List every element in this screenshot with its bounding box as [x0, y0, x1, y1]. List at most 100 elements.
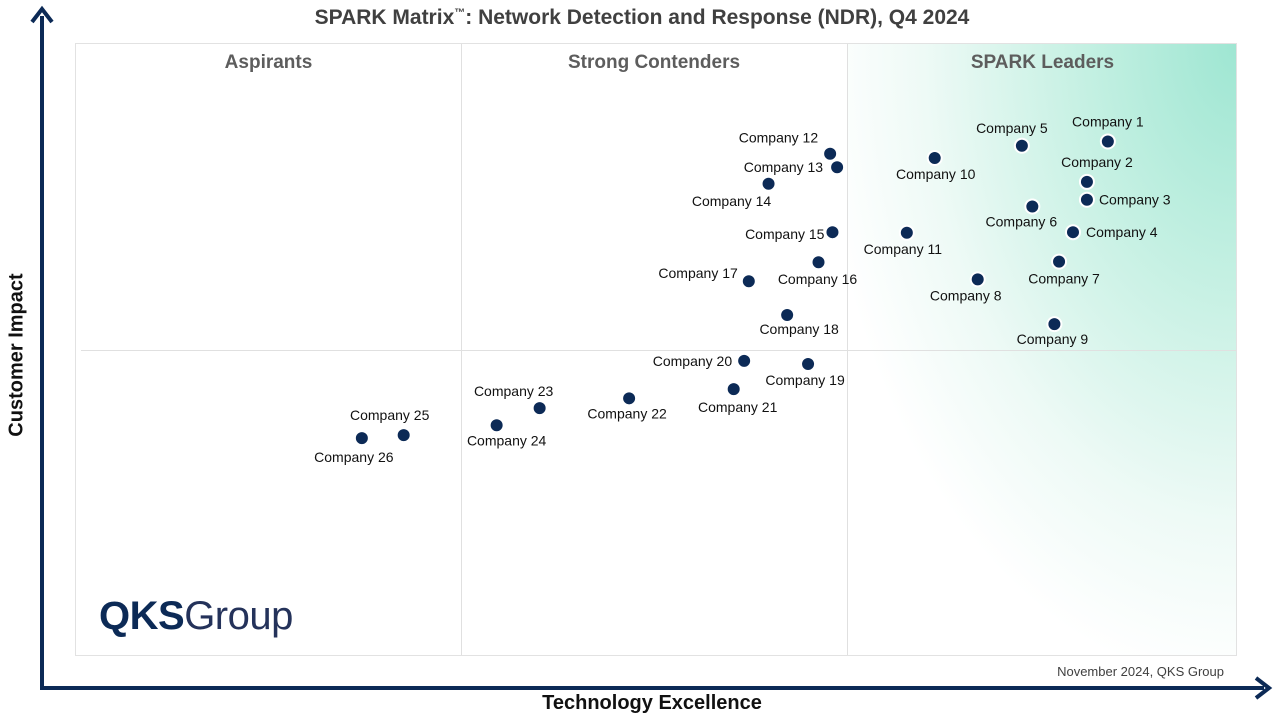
data-point-14: Company 14: [692, 175, 777, 209]
scatter-points: Company 1 Company 2 Company 3 Company 4 Comp…: [314, 113, 1171, 465]
x-axis-arrowhead: [1254, 676, 1273, 700]
gridline-horizontal: [81, 350, 1236, 351]
data-point-label: Company 26: [314, 449, 394, 465]
data-point-marker: [531, 400, 548, 417]
data-point-marker: [1024, 198, 1041, 215]
data-point-23: Company 23: [474, 383, 554, 417]
data-point-label: Company 13: [744, 159, 824, 175]
data-point-label: Company 10: [896, 166, 976, 182]
data-point-15: Company 15: [745, 224, 841, 242]
data-point-marker: [736, 352, 753, 369]
data-point-marker: [760, 175, 777, 192]
data-point-marker: [488, 417, 505, 434]
data-point-18: Company 18: [759, 306, 839, 337]
data-point-8: Company 8: [930, 271, 1002, 303]
y-axis-label: Customer Impact: [5, 273, 28, 437]
data-point-marker: [725, 381, 742, 398]
trademark-symbol: ™: [454, 7, 466, 19]
data-point-marker: [822, 145, 839, 162]
gridline-vertical-2: [847, 44, 848, 655]
data-point-label: Company 22: [587, 405, 667, 421]
data-point-marker: [621, 390, 638, 407]
data-point-9: Company 9: [1017, 316, 1089, 347]
data-point-marker: [1013, 137, 1030, 154]
data-point-label: Company 23: [474, 383, 554, 399]
data-point-11: Company 11: [864, 224, 943, 257]
data-point-label: Company 21: [698, 399, 778, 415]
x-axis-label: Technology Excellence: [542, 692, 762, 714]
data-point-10: Company 10: [896, 150, 976, 182]
quadrant-label-spark-leaders: SPARK Leaders: [970, 52, 1115, 73]
data-point-marker: [1051, 253, 1068, 270]
data-point-21: Company 21: [698, 381, 778, 415]
data-point-label: Company 15: [745, 226, 825, 242]
data-point-7: Company 7: [1028, 253, 1100, 287]
data-point-24: Company 24: [467, 417, 547, 448]
data-point-marker: [1078, 173, 1095, 190]
data-point-17: Company 17: [658, 265, 757, 290]
data-point-marker: [740, 273, 757, 290]
data-point-20: Company 20: [653, 352, 753, 369]
source-note: November 2024, QKS Group: [1057, 664, 1224, 679]
data-point-label: Company 8: [930, 287, 1002, 303]
quadrant-label-aspirants: Aspirants: [224, 52, 313, 73]
data-point-12: Company 12: [739, 130, 839, 162]
leaders-quadrant-background: [847, 44, 1236, 655]
data-point-label: Company 9: [1017, 331, 1089, 347]
data-point-label: Company 1: [1072, 113, 1144, 129]
qks-group-logo: QKSGroup: [99, 594, 293, 639]
logo-qks: QKS: [99, 594, 185, 638]
data-point-marker: [779, 306, 796, 323]
data-point-5: Company 5: [976, 120, 1048, 154]
data-point-label: Company 19: [765, 372, 845, 388]
data-point-label: Company 18: [759, 321, 839, 337]
y-axis-arrowhead: [30, 5, 54, 24]
data-point-label: Company 12: [739, 130, 819, 146]
data-point-marker: [926, 150, 943, 167]
data-point-marker: [800, 355, 817, 372]
quadrant-label-strong-contenders: Strong Contenders: [567, 52, 741, 73]
data-point-marker: [1064, 224, 1081, 241]
data-point-marker: [829, 159, 846, 176]
data-point-label: Company 7: [1028, 271, 1100, 287]
chart-title-main: SPARK Matrix: [314, 6, 455, 29]
data-point-1: Company 1: [1072, 113, 1144, 150]
data-point-label: Company 16: [778, 271, 858, 287]
chart-title-rest: : Network Detection and Response (NDR), …: [465, 6, 970, 29]
data-point-25: Company 25: [350, 407, 430, 444]
data-point-marker: [824, 224, 841, 241]
data-point-3: Company 3: [1078, 191, 1171, 208]
data-point-marker: [1078, 191, 1095, 208]
data-point-label: Company 17: [658, 265, 738, 281]
data-point-marker: [810, 254, 827, 271]
data-point-label: Company 5: [976, 120, 1048, 136]
data-point-label: Company 6: [986, 213, 1058, 229]
data-point-marker: [353, 430, 370, 447]
data-point-marker: [898, 224, 915, 241]
data-point-marker: [969, 271, 986, 288]
data-point-label: Company 20: [653, 353, 733, 369]
data-point-26: Company 26: [314, 430, 394, 465]
data-point-6: Company 6: [986, 198, 1058, 229]
data-point-13: Company 13: [744, 159, 846, 176]
data-point-22: Company 22: [587, 390, 667, 421]
data-point-4: Company 4: [1064, 224, 1158, 241]
data-point-2: Company 2: [1061, 154, 1133, 190]
gridline-vertical-1: [461, 44, 462, 655]
plot-area: Aspirants Strong Contenders SPARK Leader…: [75, 43, 1237, 656]
data-point-19: Company 19: [765, 355, 845, 388]
data-point-label: Company 14: [692, 193, 772, 209]
data-point-label: Company 4: [1086, 224, 1158, 240]
data-point-label: Company 3: [1099, 192, 1171, 208]
data-point-16: Company 16: [778, 254, 858, 287]
data-point-marker: [1099, 133, 1116, 150]
data-point-label: Company 2: [1061, 154, 1133, 170]
data-point-marker: [395, 427, 412, 444]
data-point-label: Company 11: [864, 241, 943, 257]
data-point-marker: [1046, 316, 1063, 333]
chart-title: SPARK Matrix™: Network Detection and Res…: [0, 6, 1280, 30]
data-point-label: Company 25: [350, 407, 430, 423]
data-point-label: Company 24: [467, 432, 547, 448]
logo-group: Group: [184, 594, 293, 638]
